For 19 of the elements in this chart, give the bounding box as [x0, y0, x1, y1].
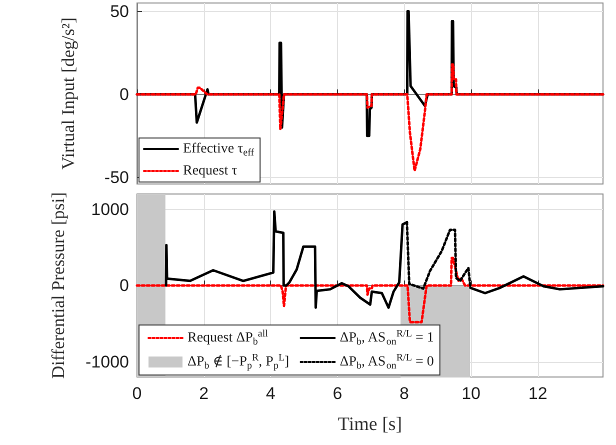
x-tick-label: 0	[132, 384, 142, 403]
y-tick-label: 0	[120, 276, 129, 295]
y-tick-label: -50	[104, 168, 129, 187]
x-tick-label: 12	[528, 384, 548, 403]
x-tick-label: 4	[266, 384, 276, 403]
x-tick-label: 10	[462, 384, 481, 403]
line-series	[136, 256, 604, 324]
x-tick-label: 8	[400, 384, 409, 403]
y-axis-title: Virtual Input [deg/s²]	[58, 17, 78, 170]
y-tick-label: 1000	[91, 200, 129, 219]
line-series	[406, 220, 472, 290]
legend-label: Request τ	[183, 164, 238, 178]
x-axis-title: Time [s]	[338, 414, 402, 435]
x-tick-label: 2	[199, 384, 209, 403]
x-tick-label: 6	[332, 384, 342, 403]
y-tick-label: 0	[120, 84, 129, 104]
y-tick-label: 50	[110, 2, 129, 21]
y-tick-label: -1000	[86, 352, 129, 372]
y-axis-title: Differential Pressure [psi]	[48, 192, 68, 379]
